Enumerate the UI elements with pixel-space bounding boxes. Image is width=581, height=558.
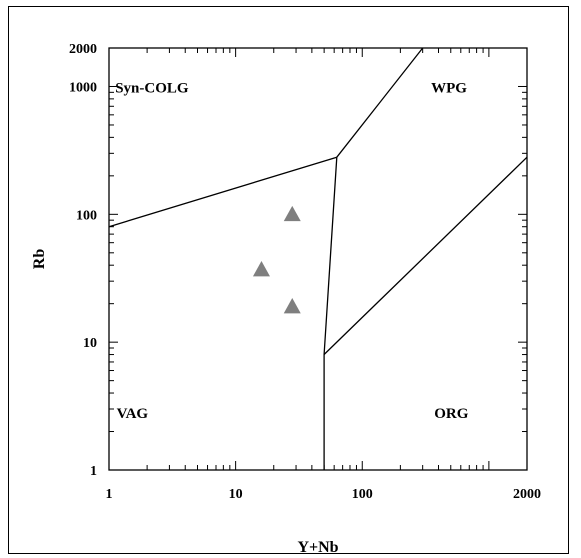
y-axis-title: Rb (31, 249, 48, 270)
x-axis-title: Y+Nb (297, 539, 338, 556)
field-label: WPG (431, 80, 467, 96)
data-point (283, 205, 301, 222)
data-point (252, 261, 270, 277)
y-tick-label: 1 (90, 464, 97, 479)
y-tick-label: 1000 (69, 80, 97, 95)
chart-frame (8, 6, 569, 554)
boundary-line (323, 156, 528, 355)
boundary-line (336, 47, 424, 158)
field-label: ORG (434, 406, 469, 422)
y-tick-label: 10 (83, 336, 97, 351)
x-tick-label: 1 (106, 487, 113, 502)
y-tick-label: 2000 (69, 42, 97, 57)
x-tick-label: 100 (352, 487, 373, 502)
plot-area (108, 47, 528, 471)
x-tick-label: 10 (229, 487, 243, 502)
boundary-line (323, 157, 338, 470)
x-tick-label: 2000 (513, 487, 541, 502)
data-point (283, 298, 301, 314)
field-label: VAG (117, 406, 149, 422)
field-label: Syn-COLG (115, 80, 189, 96)
boundary-line (108, 156, 337, 228)
y-tick-label: 100 (76, 208, 97, 223)
